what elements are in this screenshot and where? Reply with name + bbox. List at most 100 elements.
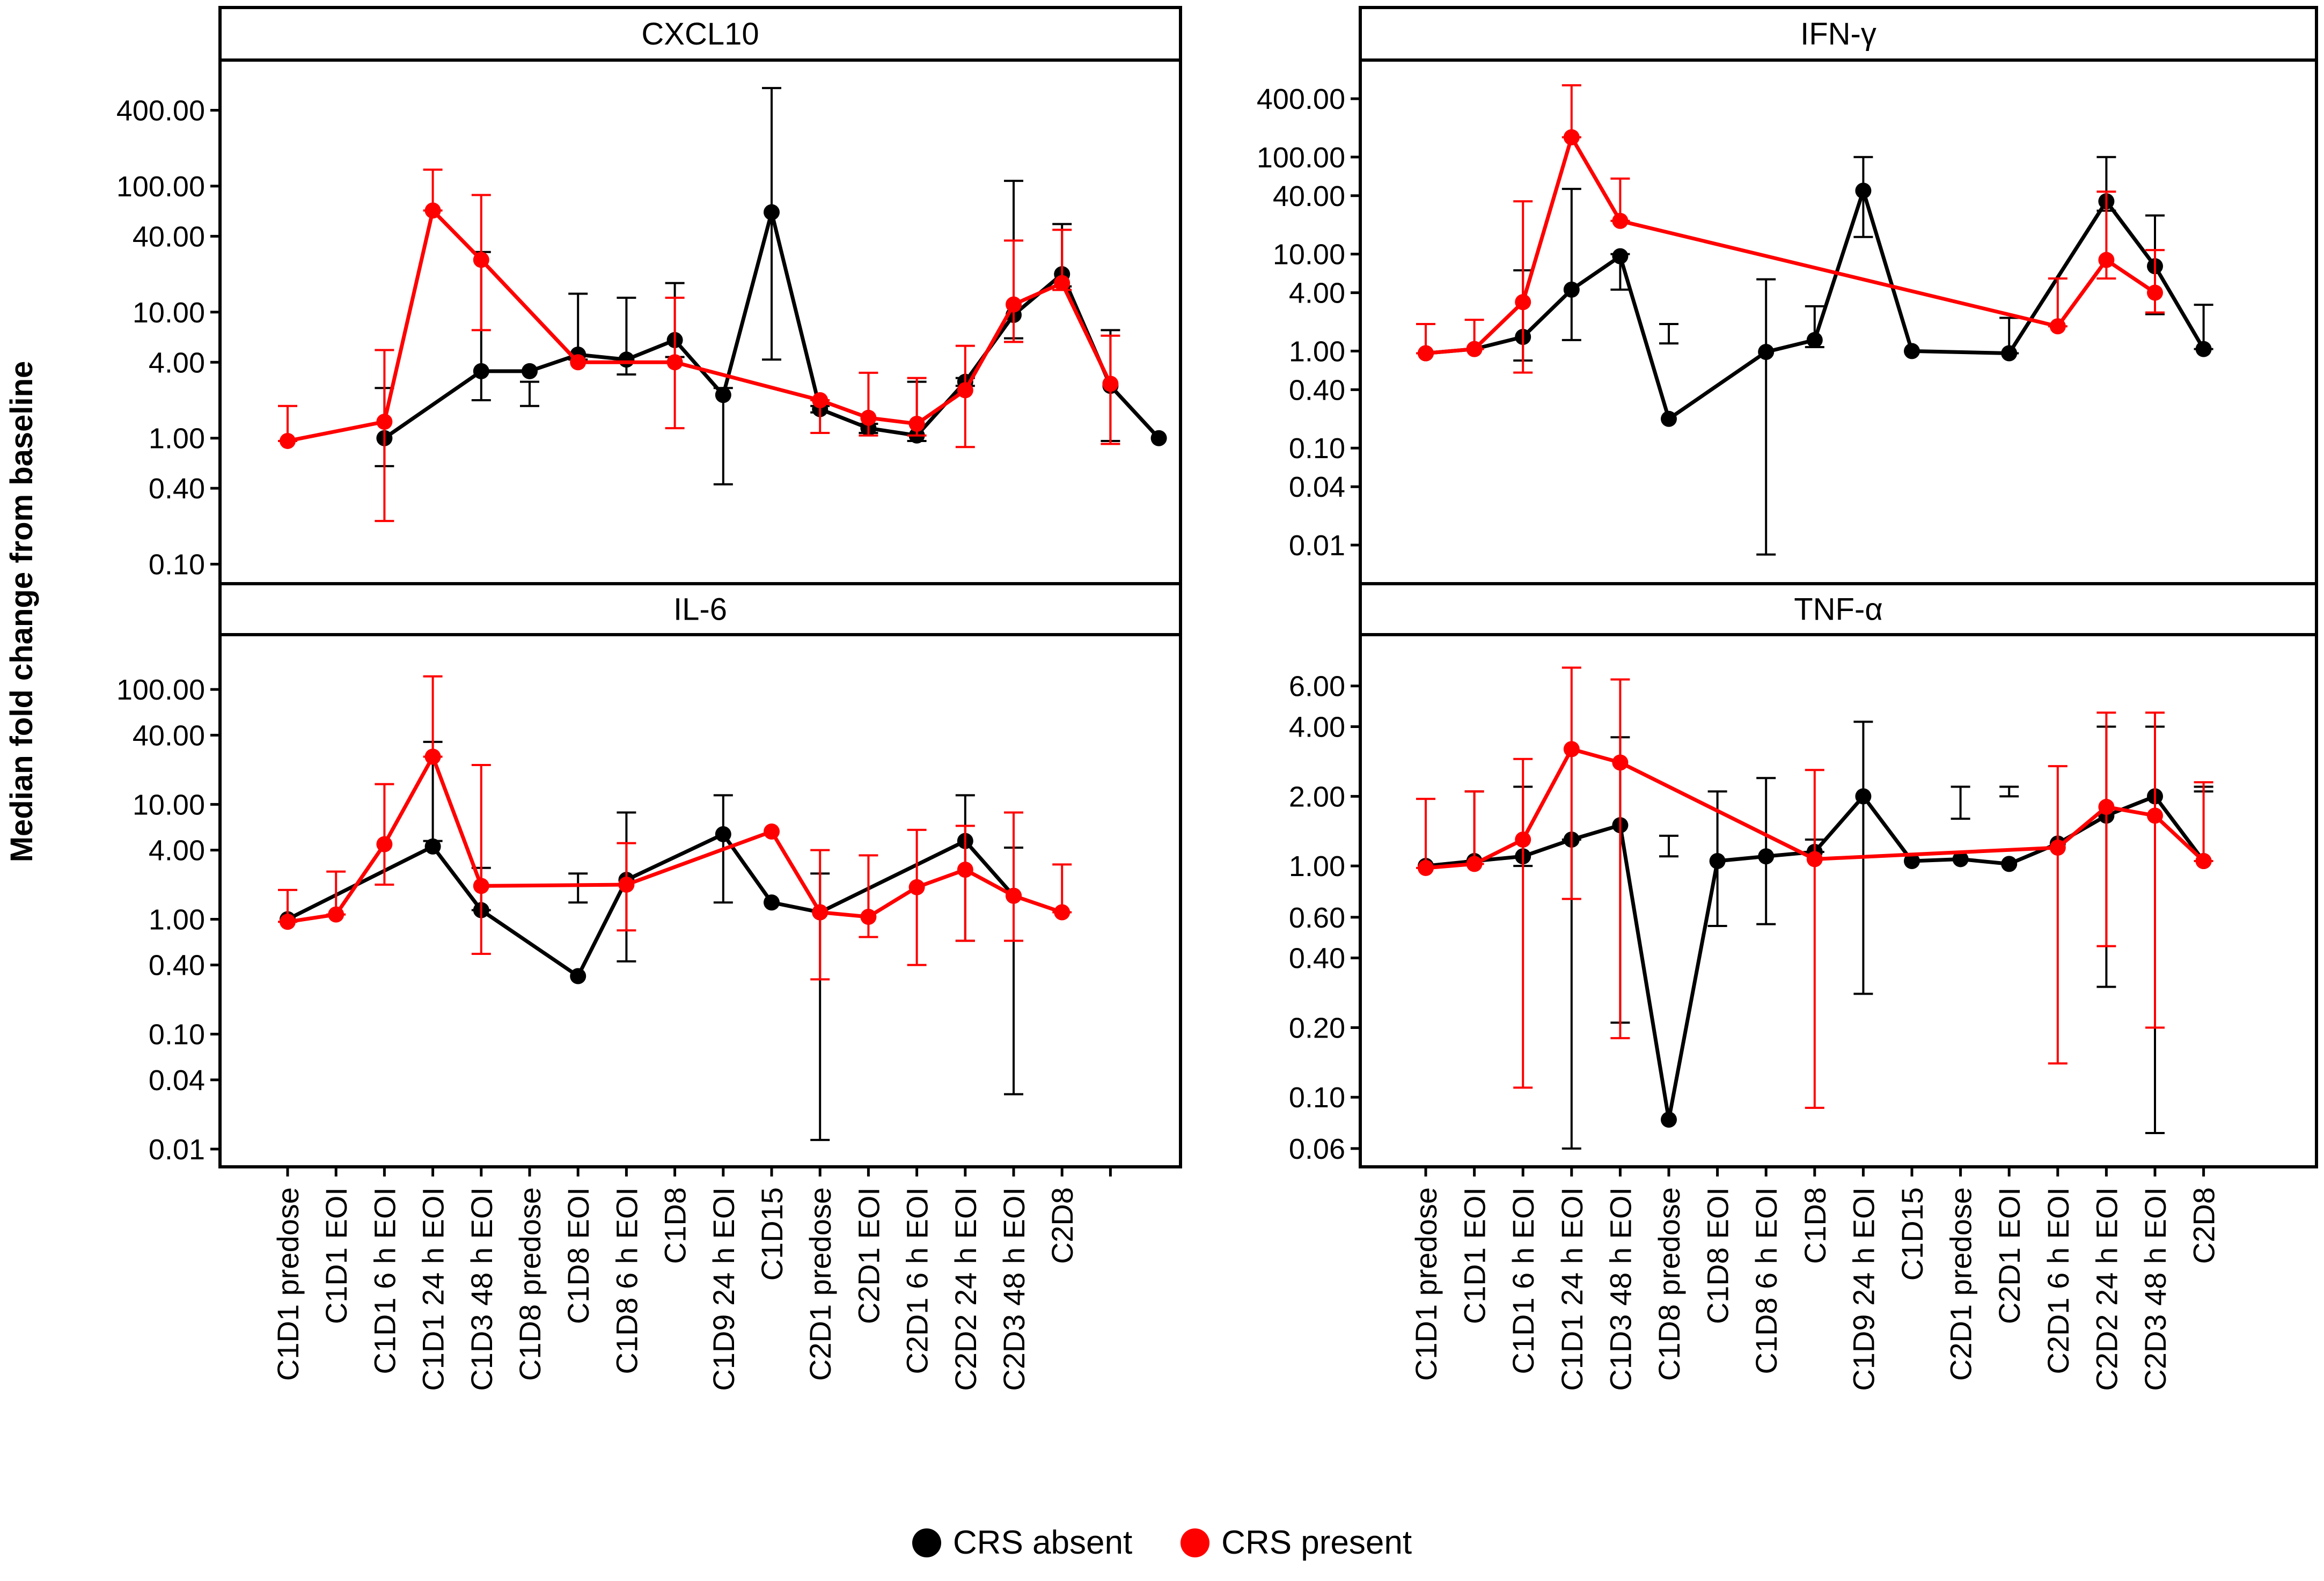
data-point xyxy=(473,252,489,268)
data-point xyxy=(1758,848,1775,865)
x-tick-label: C1D15 xyxy=(755,1187,789,1281)
y-tick-label: 4.00 xyxy=(1289,277,1345,310)
x-tick-label: C1D8 xyxy=(658,1187,692,1264)
panel-tnfa: TNF-α 6.00 4.00 2.00 1.00 0.60 0.40 0.20 0.10 0.0… xyxy=(1289,582,2318,1391)
data-point xyxy=(715,826,731,842)
y-tick-label: 40.00 xyxy=(133,719,205,752)
y-tick-label: 0.60 xyxy=(1289,902,1345,934)
data-point xyxy=(473,363,489,379)
y-tick-label: 0.40 xyxy=(149,950,205,982)
y-tick-label: 0.10 xyxy=(1289,1082,1345,1114)
y-tick-label: 0.20 xyxy=(1289,1012,1345,1044)
data-point xyxy=(1466,856,1483,872)
data-point xyxy=(2195,852,2212,869)
data-point xyxy=(860,409,877,426)
data-point xyxy=(1563,281,1580,298)
data-point xyxy=(2049,839,2066,856)
series-crs-present xyxy=(1416,666,2213,1109)
data-point xyxy=(1515,294,1531,311)
data-point xyxy=(1563,741,1580,758)
data-point xyxy=(280,914,296,930)
data-point xyxy=(764,204,780,220)
data-point xyxy=(1612,212,1629,229)
plot-frame xyxy=(1359,633,2318,1168)
y-tick-label: 0.04 xyxy=(149,1064,205,1097)
series-crs-present xyxy=(1416,84,2165,374)
data-point xyxy=(2147,284,2163,301)
data-point xyxy=(1418,859,1434,876)
x-tick-label: C2D1 EOI xyxy=(852,1187,885,1324)
y-tick-label: 0.06 xyxy=(1289,1133,1345,1165)
data-point xyxy=(1904,343,1920,359)
series-crs-absent xyxy=(375,87,1167,486)
y-tick-label: 40.00 xyxy=(1273,180,1345,212)
x-tick-label: C1D3 48 h EOI xyxy=(1603,1187,1637,1391)
x-tick-label: C1D8 predose xyxy=(1652,1187,1686,1381)
data-point xyxy=(1855,788,1872,805)
data-point xyxy=(1515,831,1531,848)
y-tick-label: 10.00 xyxy=(133,297,205,329)
x-tick-label: C1D8 xyxy=(1798,1187,1832,1264)
data-point xyxy=(1661,1112,1677,1128)
data-point xyxy=(764,823,780,840)
panel-ifng: IFN-γ 400.00 100.00 40.00 10.00 4.00 1.00 0.40 0… xyxy=(1257,6,2318,585)
data-point xyxy=(812,392,829,408)
data-point xyxy=(957,862,973,878)
data-point xyxy=(1563,129,1580,145)
y-tick-label: 0.01 xyxy=(149,1134,205,1166)
x-tick-label: C1D8 EOI xyxy=(561,1187,595,1324)
x-tick-label: C1D3 48 h EOI xyxy=(465,1187,498,1391)
plot-frame xyxy=(218,58,1182,585)
y-tick-label: 400.00 xyxy=(1257,83,1345,115)
data-point xyxy=(1952,851,1969,867)
y-tick-label: 0.04 xyxy=(1289,471,1345,503)
data-point xyxy=(522,363,538,379)
x-tick-label: C2D8 xyxy=(2187,1187,2221,1264)
x-tick-label: C2D3 48 h EOI xyxy=(2138,1187,2172,1391)
legend-label-crs-present: CRS present xyxy=(1221,1524,1412,1561)
panel-title: CXCL10 xyxy=(641,17,759,52)
data-point xyxy=(1006,296,1022,313)
data-point xyxy=(2195,341,2212,357)
series-crs-absent xyxy=(280,740,1023,1141)
x-tick-label: C1D8 EOI xyxy=(1701,1187,1735,1324)
data-point xyxy=(618,351,635,368)
x-tick-label: C1D9 24 h EOI xyxy=(1846,1187,1880,1391)
data-point xyxy=(666,354,683,371)
x-tick-label: C2D8 xyxy=(1045,1187,1079,1264)
x-tick-label: C2D1 EOI xyxy=(1992,1187,2026,1324)
plot-frame xyxy=(218,633,1182,1168)
data-point xyxy=(957,382,973,399)
legend: CRS absent CRS present xyxy=(0,1524,2324,1562)
series-line xyxy=(1425,189,2205,421)
panel-cxcl10: CXCL10 400.00 100.00 40.00 10.00 4.00 1.00 0.40… xyxy=(116,6,1182,585)
panel-title: IFN-γ xyxy=(1800,17,1876,52)
data-point xyxy=(1612,754,1629,771)
data-point xyxy=(2049,318,2066,335)
data-point xyxy=(1466,341,1483,357)
y-tick-label: 1.00 xyxy=(149,423,205,455)
data-point xyxy=(1904,852,1920,869)
data-point xyxy=(1806,332,1823,348)
x-tick-label: C1D8 6 h EOI xyxy=(1749,1187,1783,1374)
series-crs-present xyxy=(278,168,1120,523)
data-point xyxy=(1102,376,1119,392)
x-tick-label: C2D1 predose xyxy=(1944,1187,1978,1381)
x-tick-label: C1D1 EOI xyxy=(319,1187,353,1324)
y-tick-label: 0.40 xyxy=(1289,374,1345,406)
y-tick-label: 0.40 xyxy=(1289,943,1345,975)
y-tick-label: 0.10 xyxy=(1289,432,1345,465)
data-point xyxy=(1054,275,1071,291)
data-point xyxy=(570,354,587,371)
x-tick-label: C1D1 predose xyxy=(1409,1187,1443,1381)
series-line xyxy=(287,208,1112,443)
panel-title: IL-6 xyxy=(673,592,727,627)
series-crs-absent xyxy=(1418,156,2213,556)
x-tick-label: C1D8 predose xyxy=(513,1187,547,1381)
x-tick-label: C1D15 xyxy=(1895,1187,1929,1281)
x-tick-label: C2D2 24 h EOI xyxy=(949,1187,983,1391)
data-point xyxy=(424,202,441,219)
y-tick-label: 1.00 xyxy=(1289,850,1345,883)
legend-item-crs-present: CRS present xyxy=(1181,1524,1412,1562)
